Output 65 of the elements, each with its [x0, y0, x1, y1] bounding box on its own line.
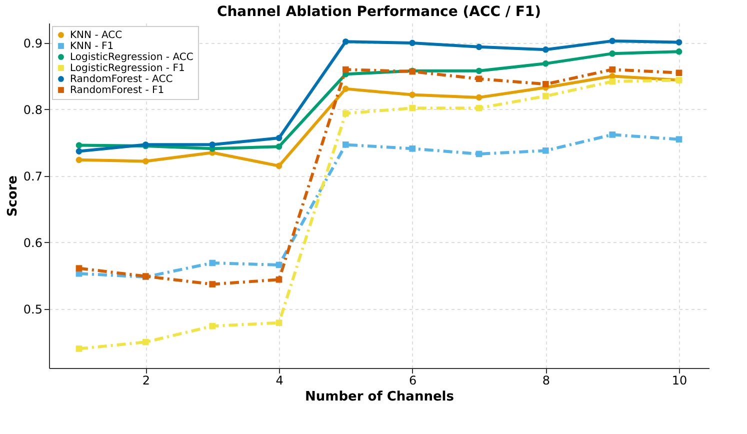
point — [276, 134, 282, 142]
point — [476, 68, 482, 74]
point — [476, 76, 482, 82]
point — [342, 110, 349, 117]
x-tick-label: 10 — [672, 374, 688, 388]
point — [276, 262, 282, 268]
point — [276, 143, 282, 150]
point — [142, 158, 149, 164]
legend-label: KNN - ACC — [70, 30, 122, 41]
y-tick-label: 0.7 — [23, 169, 42, 184]
point — [342, 38, 349, 45]
point — [676, 48, 682, 55]
point — [209, 322, 216, 330]
x-tick-label: 2 — [142, 374, 150, 388]
point — [476, 44, 482, 50]
point — [409, 92, 416, 98]
point — [276, 276, 282, 283]
point — [476, 94, 482, 101]
point — [76, 265, 82, 272]
point — [209, 141, 216, 148]
legend-label: RandomForest - ACC — [70, 74, 173, 85]
point — [142, 338, 149, 346]
point — [342, 86, 349, 92]
x-tick-label: 8 — [542, 374, 550, 388]
legend-label: KNN - F1 — [70, 41, 114, 52]
point — [542, 46, 549, 53]
point — [476, 104, 482, 112]
point — [609, 78, 616, 85]
point — [542, 80, 549, 88]
point — [342, 66, 349, 73]
point — [76, 148, 82, 154]
chart-title: Channel Ablation Performance (ACC / F1) — [216, 4, 542, 20]
point — [276, 320, 282, 326]
y-tick-label: 0.6 — [23, 236, 42, 250]
legend-label: LogisticRegression - ACC — [70, 52, 194, 63]
point — [409, 40, 416, 46]
y-tick-label: 0.9 — [23, 36, 42, 50]
legend-label: LogisticRegression - F1 — [70, 63, 185, 74]
x-tick-label: 4 — [276, 374, 284, 388]
y-axis-title: Score — [5, 175, 20, 217]
point — [542, 60, 549, 67]
point — [409, 145, 416, 152]
point — [76, 142, 82, 148]
point — [209, 260, 216, 266]
point — [609, 132, 616, 138]
point — [676, 39, 682, 46]
point — [476, 150, 482, 158]
x-axis-title: Number of Channels — [305, 390, 454, 404]
point — [542, 147, 549, 154]
y-tick-label: 0.5 — [23, 302, 42, 316]
point — [609, 38, 616, 44]
point — [609, 50, 616, 57]
point — [276, 162, 282, 170]
legend-label: RandomForest - F1 — [70, 85, 164, 96]
point — [676, 136, 682, 142]
point — [609, 66, 616, 73]
point — [209, 281, 216, 288]
point — [409, 104, 416, 112]
x-tick-label: 6 — [409, 374, 417, 388]
point — [342, 141, 349, 148]
point — [542, 92, 549, 100]
point — [676, 70, 682, 76]
y-tick-label: 0.8 — [23, 102, 42, 117]
point — [76, 346, 82, 352]
point — [76, 156, 82, 164]
